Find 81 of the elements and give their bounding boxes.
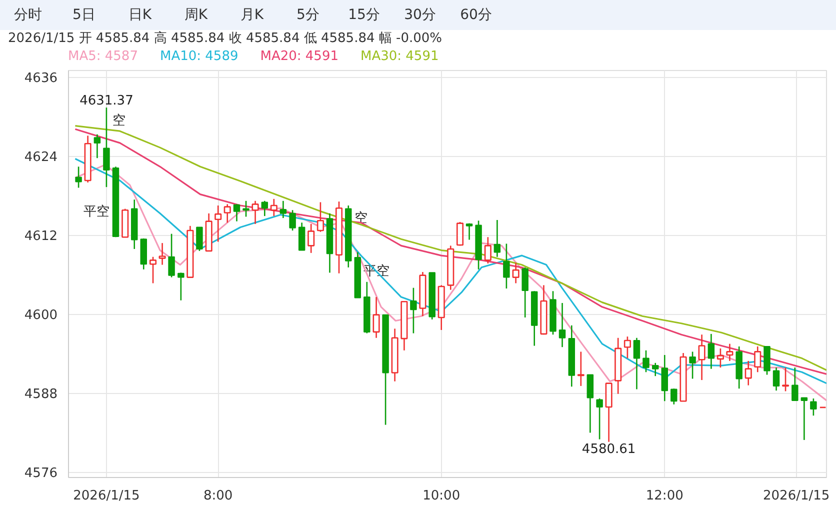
candlestick [503,243,510,290]
y-tick-label: 4612 [24,229,58,244]
candlestick [196,226,203,252]
candlestick [754,346,762,373]
candlestick [280,200,287,219]
candlestick [224,204,231,224]
text: MA20: 4591 [260,49,338,64]
candlestick [586,374,594,434]
text: 周K [184,6,208,25]
y-tick-label: 4588 [24,387,58,402]
candlestick [633,337,640,390]
candlestick [242,200,250,218]
candlestick [75,166,82,188]
candlestick [298,222,306,251]
candlestick [772,366,780,392]
candlestick [800,397,808,441]
candlestick [484,236,492,264]
annotation: 平空 [84,204,110,220]
text: 日K [128,6,152,25]
x-tick-label: 8:00 [203,488,233,504]
text: MA30: 4591 [360,49,439,64]
candlestick [466,222,473,240]
candlestick [94,134,101,159]
text: 60分 [460,6,492,25]
annotation: 空 [112,114,126,129]
candlestick [792,366,798,402]
candlestick [252,200,259,225]
candlestick [456,221,464,246]
candlestick [270,198,278,217]
candlestick [168,233,175,278]
candlestick [716,348,724,368]
annotation: 4631.37 [80,94,134,109]
y-tick-label: 4624 [24,150,58,166]
candlestick [233,204,240,222]
candlestick [810,398,817,416]
text: 月K [240,6,264,25]
candlestick [261,200,268,217]
candlestick [708,333,715,370]
candlestick [494,219,501,258]
candlestick [512,262,520,284]
candlestick [158,242,166,266]
candlestick [624,336,631,359]
text: MA5: 4587 [68,49,138,64]
candlestick [316,202,324,232]
y-tick-label: 4600 [24,308,58,324]
candlestick [372,296,380,339]
candlestick [689,351,696,380]
candlestick [577,351,584,387]
candlestick [178,272,184,301]
text: MA10: 4589 [160,49,238,64]
candlestick [605,382,612,443]
text: 15分 [348,6,380,25]
candlestick [782,366,790,392]
text: 分时 [14,6,42,25]
x-tick-label: 2026/1/15 [73,488,140,504]
candlestick [652,362,659,377]
candlestick [596,398,603,440]
candlestick [308,223,315,254]
candlestick [214,204,222,242]
candlestick [698,334,706,381]
candlestick [289,209,296,232]
candlestick [149,256,157,284]
candlestick [558,302,566,348]
candlestick [744,360,752,386]
candlestick [661,354,668,402]
text: 5分 [296,6,320,25]
x-tick-label: 2026/1/15 [763,488,830,504]
annotation: 4580.61 [582,442,636,457]
candlestick [103,106,110,188]
text: 5日 [72,6,96,25]
y-tick-label: 4636 [24,71,58,86]
candlestick [410,287,417,334]
candlestick [726,343,734,362]
candlestick [522,266,528,318]
x-tick-label: 10:00 [422,488,460,504]
y-tick-label: 4576 [24,466,58,482]
candlestick [642,350,650,373]
candlestick [670,388,678,406]
text: 2026/1/15 开 4585.84 高 4585.84 收 4585.84 低 4585.84 幅 -0.00% [8,30,442,48]
text: 30分 [404,6,436,25]
x-tick-label: 12:00 [646,488,684,504]
